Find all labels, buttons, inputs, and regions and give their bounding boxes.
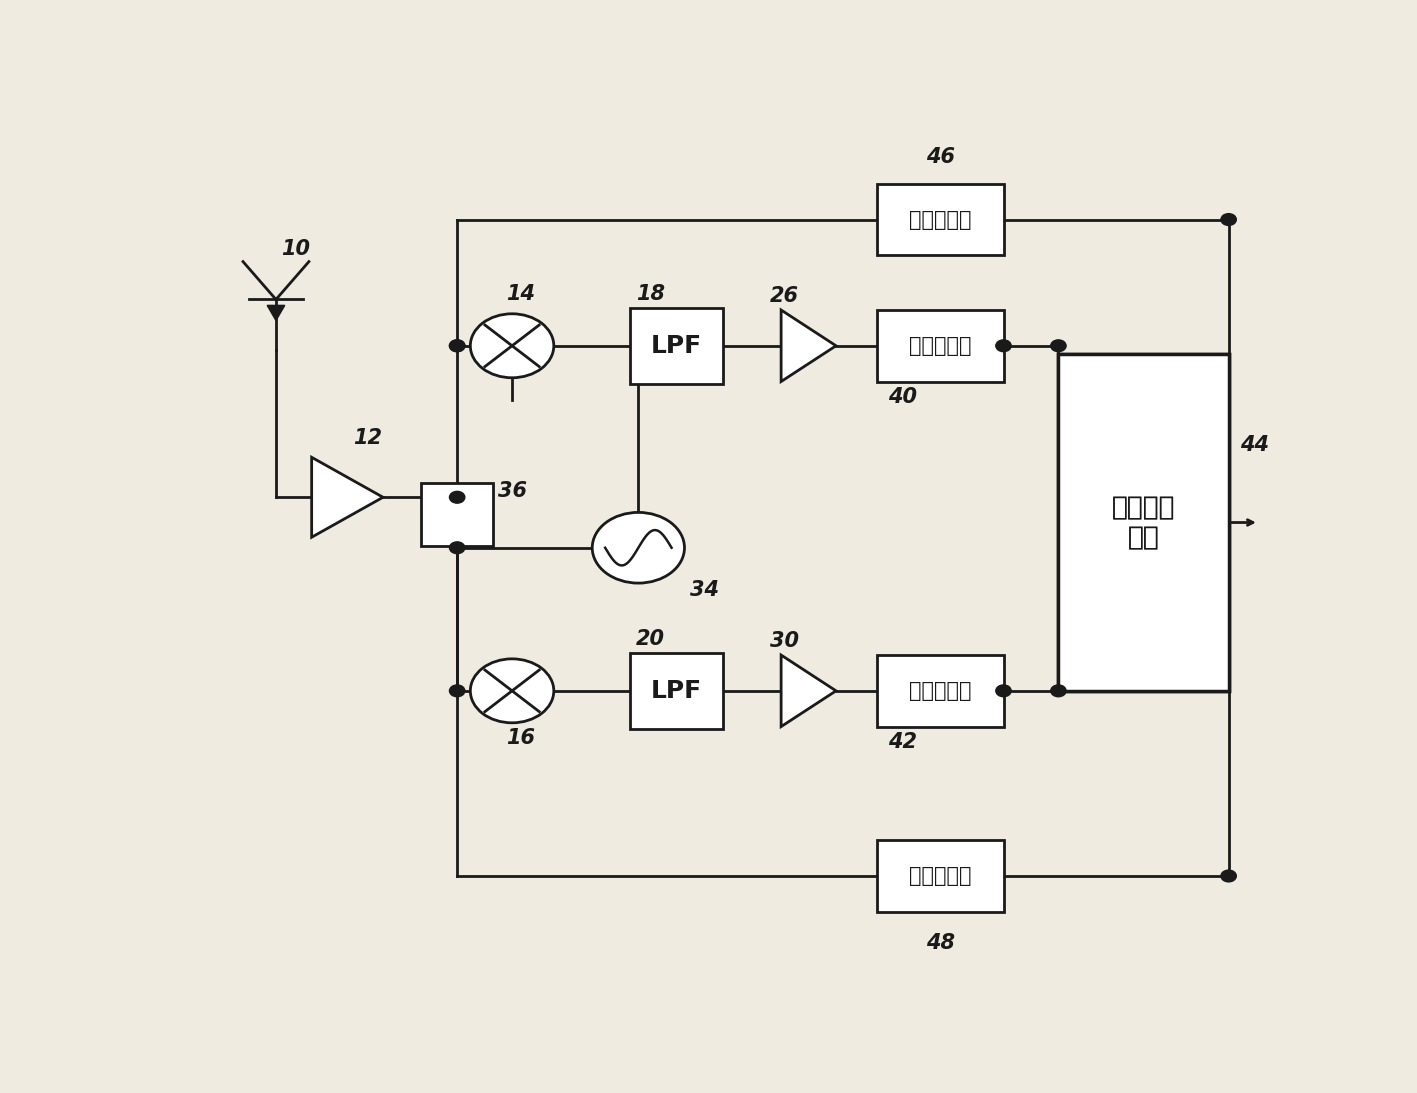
- Circle shape: [1221, 870, 1236, 882]
- Text: 14: 14: [507, 284, 536, 304]
- Circle shape: [1051, 340, 1066, 352]
- Circle shape: [996, 340, 1012, 352]
- Text: LPF: LPF: [652, 679, 703, 703]
- Text: 数模转换器: 数模转换器: [910, 210, 972, 230]
- Text: 42: 42: [888, 732, 917, 752]
- Bar: [877, 310, 1003, 381]
- Circle shape: [449, 340, 465, 352]
- Circle shape: [996, 685, 1012, 696]
- Circle shape: [449, 340, 465, 352]
- Circle shape: [1221, 213, 1236, 225]
- Text: 数据处理
电路: 数据处理 电路: [1112, 494, 1175, 551]
- Circle shape: [449, 492, 465, 503]
- Bar: [631, 308, 724, 384]
- Circle shape: [470, 314, 554, 378]
- Bar: [877, 655, 1003, 727]
- Circle shape: [449, 685, 465, 696]
- Text: 46: 46: [925, 146, 955, 167]
- Text: 模数转换器: 模数转换器: [910, 681, 972, 701]
- Polygon shape: [781, 310, 836, 381]
- Text: 44: 44: [1240, 435, 1268, 455]
- Polygon shape: [268, 305, 285, 320]
- Text: 20: 20: [636, 628, 665, 649]
- Circle shape: [470, 659, 554, 722]
- Circle shape: [592, 513, 684, 583]
- Bar: [631, 653, 724, 729]
- Text: 48: 48: [925, 932, 955, 953]
- Bar: [1058, 354, 1229, 691]
- Text: LPF: LPF: [652, 333, 703, 357]
- Text: 12: 12: [353, 428, 381, 448]
- Bar: [877, 841, 1003, 912]
- Text: 30: 30: [771, 631, 799, 650]
- Text: 16: 16: [507, 728, 536, 748]
- Bar: [421, 482, 493, 545]
- Text: 模数转换器: 模数转换器: [910, 336, 972, 355]
- Circle shape: [1051, 685, 1066, 696]
- Text: 数据处理
电路: 数据处理 电路: [1112, 494, 1175, 551]
- Text: 18: 18: [636, 284, 665, 304]
- Text: 34: 34: [690, 580, 718, 600]
- Polygon shape: [312, 457, 383, 538]
- Text: 10: 10: [282, 239, 310, 259]
- Bar: [1058, 354, 1229, 691]
- Text: 40: 40: [888, 387, 917, 407]
- Text: 数模转换器: 数模转换器: [910, 866, 972, 886]
- Circle shape: [449, 542, 465, 554]
- Text: 26: 26: [771, 285, 799, 306]
- Polygon shape: [781, 655, 836, 727]
- Text: 36: 36: [499, 482, 527, 502]
- Bar: [877, 184, 1003, 256]
